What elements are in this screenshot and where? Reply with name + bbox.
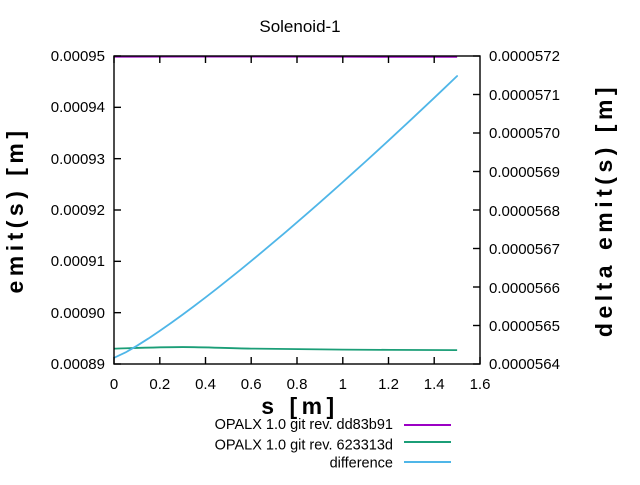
svg-text:0.0000567: 0.0000567 xyxy=(489,241,560,258)
svg-text:0.00093: 0.00093 xyxy=(51,151,105,168)
svg-text:0.0000571: 0.0000571 xyxy=(489,87,560,104)
svg-text:Solenoid-1: Solenoid-1 xyxy=(259,17,340,36)
svg-text:delta emit(s) [m]: delta emit(s) [m] xyxy=(591,83,617,337)
svg-text:1.6: 1.6 xyxy=(470,376,491,393)
svg-text:0.00089: 0.00089 xyxy=(51,356,105,373)
svg-text:0.00092: 0.00092 xyxy=(51,202,105,219)
svg-text:0.6: 0.6 xyxy=(241,376,262,393)
svg-text:0.0000565: 0.0000565 xyxy=(489,318,560,335)
svg-text:0.0000564: 0.0000564 xyxy=(489,356,560,373)
svg-text:emit(s) [m]: emit(s) [m] xyxy=(2,126,28,293)
svg-text:1.4: 1.4 xyxy=(424,376,445,393)
svg-text:0.8: 0.8 xyxy=(287,376,308,393)
svg-text:0.4: 0.4 xyxy=(195,376,216,393)
svg-text:0.00095: 0.00095 xyxy=(51,48,105,65)
svg-text:0.2: 0.2 xyxy=(149,376,170,393)
svg-text:1: 1 xyxy=(339,376,347,393)
svg-text:0.00091: 0.00091 xyxy=(51,253,105,270)
svg-text:0.0000568: 0.0000568 xyxy=(489,203,560,220)
svg-text:OPALX 1.0 git rev. 623313d: OPALX 1.0 git rev. 623313d xyxy=(215,438,393,454)
svg-text:0.0000569: 0.0000569 xyxy=(489,164,560,181)
svg-text:0: 0 xyxy=(110,376,118,393)
svg-text:0.00094: 0.00094 xyxy=(51,99,105,116)
svg-text:OPALX 1.0 git rev. dd83b91: OPALX 1.0 git rev. dd83b91 xyxy=(215,417,393,433)
svg-text:0.0000566: 0.0000566 xyxy=(489,280,560,297)
svg-text:0.0000572: 0.0000572 xyxy=(489,48,560,65)
svg-text:1.2: 1.2 xyxy=(378,376,399,393)
svg-text:difference: difference xyxy=(330,456,393,472)
svg-text:0.00090: 0.00090 xyxy=(51,305,105,322)
svg-text:s [m]: s [m] xyxy=(261,393,338,419)
svg-text:0.0000570: 0.0000570 xyxy=(489,125,560,142)
